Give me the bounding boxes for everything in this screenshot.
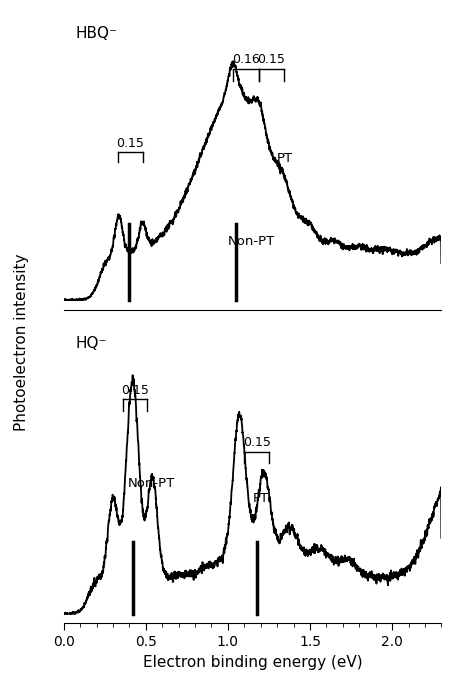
Text: Non-PT: Non-PT [228, 234, 275, 247]
Text: 0.15: 0.15 [121, 384, 149, 397]
Text: 0.15: 0.15 [258, 53, 285, 66]
Text: 0.16: 0.16 [232, 53, 260, 66]
X-axis label: Electron binding energy (eV): Electron binding energy (eV) [143, 655, 362, 670]
Text: Non-PT: Non-PT [128, 477, 175, 490]
Text: HQ⁻: HQ⁻ [75, 336, 106, 351]
Text: 0.15: 0.15 [116, 137, 144, 150]
Text: Photoelectron intensity: Photoelectron intensity [14, 253, 29, 432]
Text: 0.15: 0.15 [243, 436, 271, 449]
Text: PT: PT [253, 492, 268, 505]
Text: PT: PT [277, 151, 293, 164]
Text: HBQ⁻: HBQ⁻ [75, 25, 117, 40]
